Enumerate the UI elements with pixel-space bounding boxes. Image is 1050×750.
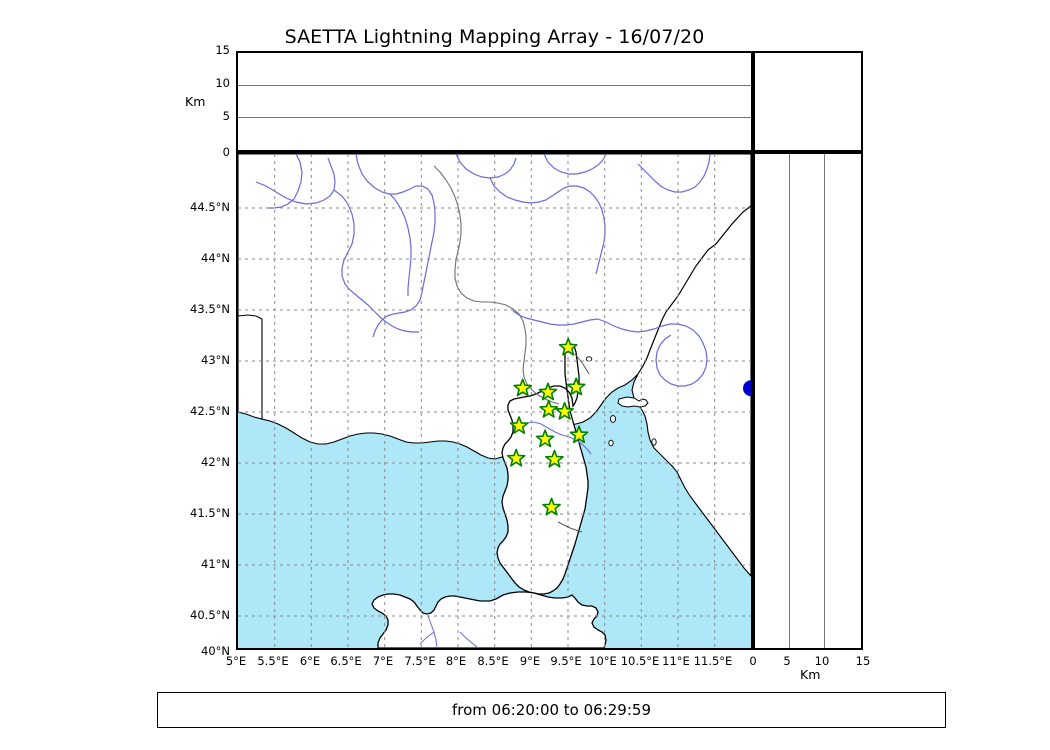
- map-xtick-11E: 11°E: [662, 654, 690, 668]
- station-star-marker: [535, 429, 555, 448]
- map-ytick-44.5N: 44.5°N: [190, 200, 230, 214]
- height-histogram-corner-panel: [753, 51, 863, 152]
- top-panel-ylabel: Km: [185, 94, 206, 109]
- map-ytick-42N: 42°N: [201, 455, 230, 469]
- station-star-marker: [569, 425, 589, 444]
- right-xtick-5: 5: [783, 654, 791, 668]
- time-range-box: from 06:20:00 to 06:29:59: [157, 692, 946, 728]
- map-ytick-40.5N: 40.5°N: [190, 608, 230, 622]
- station-star-marker: [539, 399, 559, 418]
- map-ytick-42.5N: 42.5°N: [190, 404, 230, 418]
- gridline-10km: [238, 85, 751, 86]
- map-xtick-6E: 6°E: [299, 654, 321, 668]
- map-xtick-10.5E: 10.5°E: [620, 654, 660, 668]
- map-xtick-7.5E: 7.5°E: [404, 654, 436, 668]
- page-title: SAETTA Lightning Mapping Array - 16/07/2…: [284, 26, 705, 48]
- gridline-10km-vertical: [824, 154, 825, 648]
- map-ytick-43N: 43°N: [201, 353, 230, 367]
- map-xtick-11.5E: 11.5°E: [693, 654, 733, 668]
- map-xtick-5.5E: 5.5°E: [257, 654, 289, 668]
- source-marker-layer: [743, 380, 751, 397]
- map-xtick-8E: 8°E: [445, 654, 467, 668]
- map-xtick-9E: 9°E: [519, 654, 541, 668]
- station-star-marker: [538, 382, 558, 401]
- station-star-marker: [506, 448, 526, 467]
- map-xtick-9.5E: 9.5°E: [550, 654, 582, 668]
- station-star-marker: [513, 378, 533, 397]
- top-ytick-0: 0: [222, 145, 230, 159]
- map-ytick-41N: 41°N: [201, 557, 230, 571]
- gridline-5km: [238, 117, 751, 118]
- station-star-marker: [545, 449, 564, 468]
- map-xtick-10E: 10°E: [589, 654, 617, 668]
- time-range-text: from 06:20:00 to 06:29:59: [451, 701, 651, 719]
- station-marker-layer: [506, 337, 589, 516]
- height-longitude-panel: [236, 51, 753, 152]
- right-xtick-15: 15: [855, 654, 871, 668]
- station-star-marker: [509, 416, 529, 435]
- map-ytick-44N: 44°N: [201, 251, 230, 265]
- top-ytick-10: 10: [215, 76, 230, 90]
- station-star-marker: [566, 377, 586, 396]
- top-ytick-5: 5: [222, 109, 230, 123]
- map-panel[interactable]: [236, 152, 753, 650]
- station-star-marker: [555, 401, 574, 420]
- top-ytick-15: 15: [215, 43, 230, 57]
- map-canvas: [238, 154, 751, 648]
- map-ytick-41.5N: 41.5°N: [190, 506, 230, 520]
- right-panel-xlabel: Km: [800, 667, 821, 682]
- gridline-5km-vertical: [789, 154, 790, 648]
- station-star-marker: [542, 497, 561, 516]
- map-ytick-40N: 40°N: [201, 644, 230, 658]
- station-star-marker: [558, 337, 578, 356]
- height-latitude-panel: [753, 152, 863, 650]
- lightning-source-marker: [743, 380, 751, 397]
- map-ytick-43.5N: 43.5°N: [190, 302, 230, 316]
- map-xtick-7E: 7°E: [372, 654, 394, 668]
- map-xtick-6.5E: 6.5°E: [330, 654, 362, 668]
- map-xtick-5E: 5°E: [225, 654, 247, 668]
- map-xtick-8.5E: 8.5°E: [477, 654, 509, 668]
- right-xtick-0: 0: [749, 654, 757, 668]
- right-xtick-10: 10: [814, 654, 830, 668]
